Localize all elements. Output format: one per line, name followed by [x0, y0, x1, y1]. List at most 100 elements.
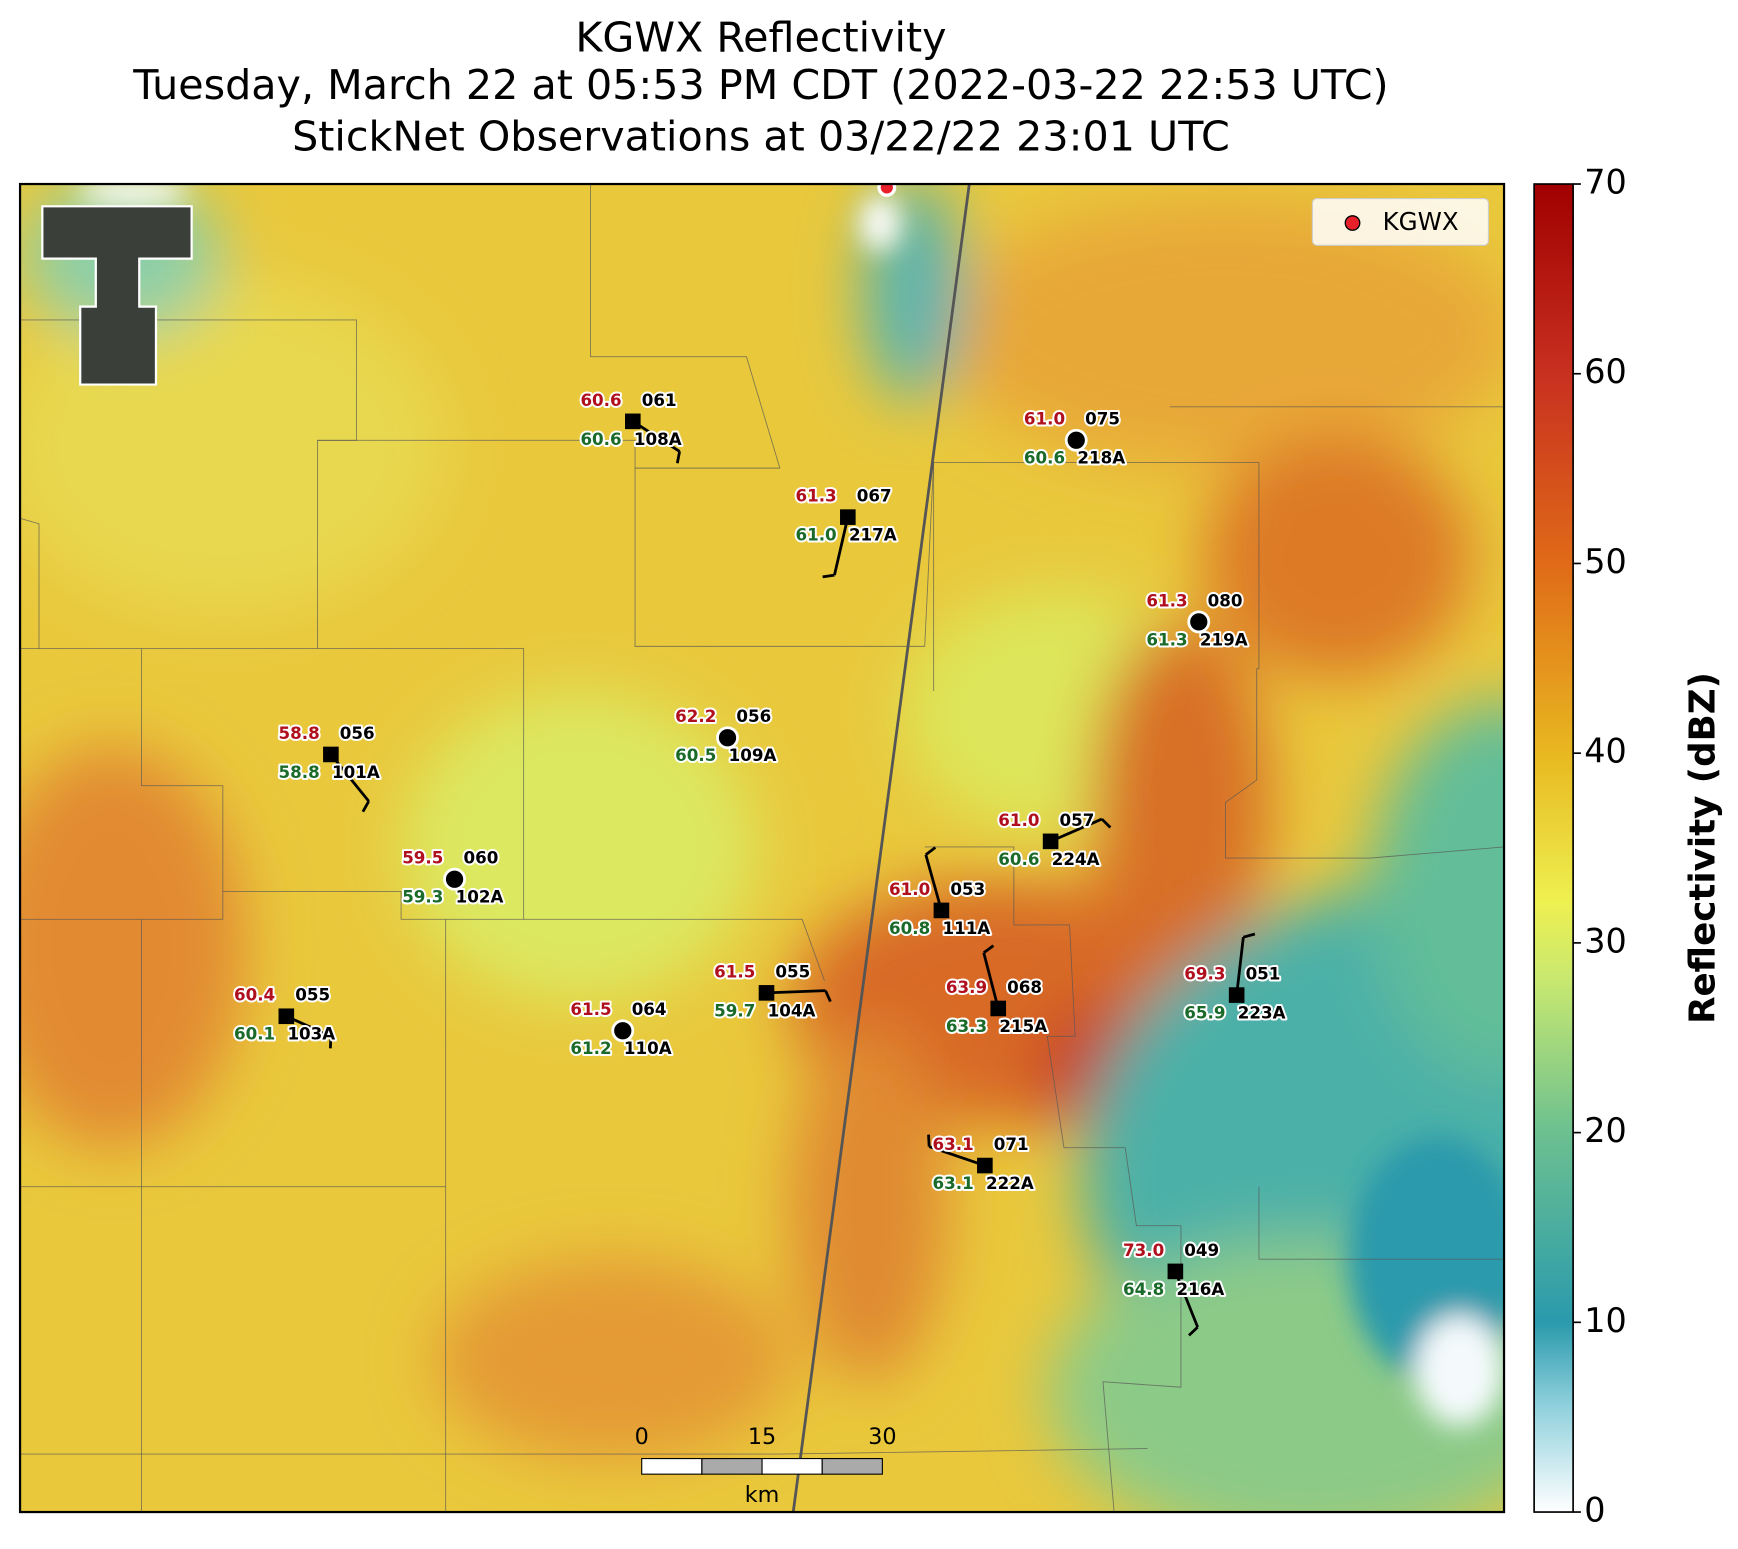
temperature: 60.6	[580, 390, 621, 410]
temperature: 61.5	[570, 999, 611, 1019]
station-plot: 61.3 067 61.0 217A	[794, 484, 899, 579]
wind-barb-flag	[1242, 932, 1256, 939]
logo	[41, 205, 193, 386]
dewpoint: 61.0	[795, 525, 836, 545]
colorbar-tick-label: 30	[1584, 921, 1627, 960]
pressure: 055	[295, 985, 330, 1005]
scale-tick-label: 0	[635, 1424, 649, 1450]
pressure: 064	[632, 999, 667, 1019]
colorbar-tick-label: 10	[1584, 1301, 1627, 1340]
colorbar-tick-label: 0	[1584, 1491, 1605, 1530]
temperature: 63.1	[933, 1134, 974, 1154]
dewpoint: 58.8	[279, 762, 320, 782]
wind-barb	[833, 516, 850, 576]
station-marker	[611, 1019, 635, 1043]
station-plot: 61.0 075 60.6 218A	[1022, 407, 1127, 470]
station-id: 104A	[768, 1000, 816, 1020]
station-marker	[1167, 1263, 1184, 1280]
colorbar-label: Reflectivity (dBZ)	[1683, 672, 1724, 1024]
station-marker	[1228, 987, 1245, 1003]
station-plot: 61.5 064 61.2 110A	[568, 997, 673, 1060]
wind-barb	[982, 952, 1000, 1009]
wind-barb-flag	[675, 451, 681, 464]
station-plot: 73.0 049 64.8 216A	[1121, 1238, 1226, 1337]
dewpoint: 61.2	[570, 1038, 611, 1058]
station-plot: 63.9 068 63.3 215A	[944, 944, 1049, 1038]
dewpoint: 60.6	[1024, 448, 1065, 468]
pressure: 051	[1246, 964, 1281, 984]
station-id: 215A	[999, 1016, 1047, 1036]
wind-barb-flag	[361, 800, 370, 813]
dewpoint: 64.8	[1123, 1279, 1164, 1299]
pressure: 068	[1007, 977, 1042, 997]
legend-label: KGWX	[1383, 207, 1459, 236]
station-id: 216A	[1176, 1279, 1224, 1299]
wind-barb-flag	[982, 944, 995, 954]
station-plot: 59.5 060 59.3 102A	[400, 846, 505, 909]
pressure: 056	[340, 723, 375, 743]
station-marker	[278, 1008, 295, 1025]
station-plot: 63.1 071 63.1 222A	[927, 1132, 1036, 1195]
map-frame	[18, 182, 1506, 1514]
temperature: 59.5	[402, 848, 443, 868]
pressure: 056	[736, 706, 771, 726]
title: KGWX Reflectivity	[575, 13, 946, 61]
colorbar-tick-label: 40	[1584, 732, 1627, 771]
colorbar-tick-label: 20	[1584, 1111, 1627, 1150]
wind-barb-flag	[328, 1036, 333, 1049]
temperature: 61.3	[795, 486, 836, 506]
pressure: 071	[994, 1134, 1029, 1154]
pressure: 053	[950, 879, 985, 899]
temperature: 69.3	[1184, 964, 1225, 984]
station-marker	[323, 746, 339, 763]
station-marker	[840, 509, 856, 525]
station-marker	[716, 726, 739, 750]
dewpoint: 60.1	[234, 1024, 275, 1044]
scale-tick-label: 30	[868, 1424, 896, 1450]
legend: KGWX	[1311, 197, 1489, 246]
station-id: 109A	[729, 745, 777, 765]
station-id: 218A	[1077, 448, 1125, 468]
wind-barb	[1050, 817, 1103, 843]
dewpoint: 60.6	[998, 849, 1039, 869]
station-plot: 69.3 051 65.9 223A	[1182, 932, 1288, 1024]
station-plot: 62.2 056 60.5 109A	[673, 704, 778, 767]
station-plot: 60.4 055 60.1 103A	[232, 983, 337, 1049]
station-marker	[1064, 428, 1088, 452]
pressure: 057	[1060, 810, 1095, 830]
colorbar-tick-label: 60	[1584, 352, 1627, 391]
station-id: 111A	[943, 918, 991, 938]
wind-barb	[1235, 936, 1245, 996]
station-marker	[758, 985, 775, 1001]
wind-barb-flag	[822, 573, 835, 579]
temperature: 61.0	[1024, 409, 1065, 429]
pressure: 067	[857, 486, 892, 506]
wind-barb	[928, 1145, 986, 1167]
station-id: 102A	[456, 887, 504, 907]
wind-barb-flag	[927, 1134, 931, 1147]
subtitle: Tuesday, March 22 at 05:53 PM CDT (2022-…	[132, 61, 1388, 109]
station-plot: 61.0 053 60.8 111A	[887, 846, 992, 940]
dewpoint: 60.8	[889, 918, 930, 938]
subtitle: StickNet Observations at 03/22/22 23:01 …	[292, 112, 1230, 160]
wind-barb-flag	[924, 846, 937, 856]
colorbar-tick-label: 70	[1584, 163, 1627, 202]
station-id: 223A	[1238, 1003, 1286, 1023]
station-id: 108A	[634, 429, 682, 449]
dewpoint: 63.1	[933, 1173, 974, 1193]
station-id: 103A	[287, 1024, 335, 1044]
temperature: 61.0	[889, 879, 930, 899]
pressure: 061	[642, 390, 677, 410]
dewpoint: 59.7	[714, 1000, 755, 1020]
wind-barb	[766, 989, 826, 995]
dewpoint: 63.3	[946, 1016, 987, 1036]
wind-barb-flag	[824, 990, 832, 1003]
scale-unit: km	[745, 1482, 780, 1508]
temperature: 62.2	[675, 706, 716, 726]
station-plot: 60.6 061 60.6 108A	[579, 388, 684, 464]
dewpoint: 65.9	[1184, 1003, 1225, 1023]
highway	[791, 184, 971, 1513]
wind-barb-flag	[1188, 1326, 1199, 1337]
colorbar	[1533, 183, 1574, 1513]
